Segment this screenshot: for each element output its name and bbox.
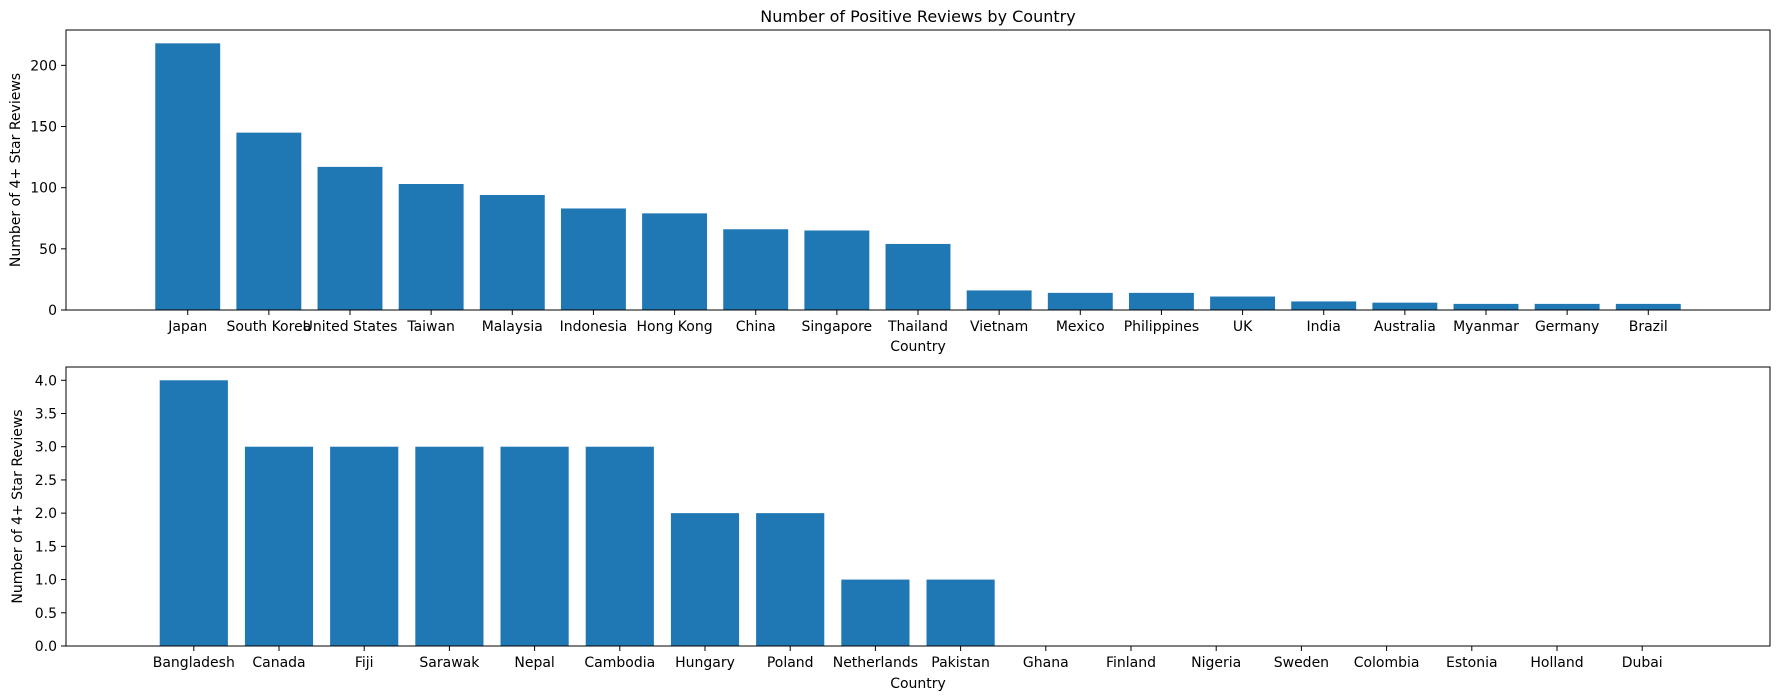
y-tick-label: 0 [48, 303, 57, 319]
x-tick-label: Fiji [355, 655, 374, 671]
x-tick-label: Ghana [1023, 655, 1069, 671]
bottom-chart: 0.0 0.5 1.0 1.5 2.0 2.5 3.0 3.5 4.0 Bangladesh Ca… [10, 366, 1771, 692]
top-chart-plot-frame [65, 29, 1771, 311]
bar-thailand [885, 243, 951, 310]
x-tick-label: Malaysia [482, 319, 543, 335]
x-tick-label: Canada [252, 655, 305, 671]
bar-philippines [1128, 292, 1194, 310]
top-chart-y-axis-label: Number of 4+ Star Reviews [8, 73, 24, 267]
bar-sarawak [415, 446, 484, 646]
bar-cambodia [585, 446, 654, 646]
x-tick-label: Myanmar [1453, 319, 1519, 335]
x-tick-label: Brazil [1629, 319, 1668, 335]
bottom-chart-x-axis-label: Country [890, 676, 946, 692]
x-tick-label: Bangladesh [153, 655, 235, 671]
bar-china [723, 229, 789, 310]
bar-bangladesh [159, 380, 228, 646]
y-tick-label: 3.5 [35, 407, 57, 423]
y-tick-label: 150 [30, 120, 57, 136]
y-tick-label: 0.0 [35, 639, 57, 655]
bottom-chart-y-axis-label: Number of 4+ Star Reviews [10, 409, 26, 603]
y-tick-label: 1.5 [35, 539, 57, 555]
bar-united-states [317, 166, 383, 310]
top-chart-x-axis-label: Country [890, 339, 946, 355]
bottom-chart-y-axis-ticks: 0.0 0.5 1.0 1.5 2.0 2.5 3.0 3.5 4.0 [35, 373, 66, 655]
bar-singapore [804, 230, 870, 310]
x-tick-label: Hungary [675, 655, 735, 671]
bar-uk [1210, 296, 1276, 310]
x-tick-label: Finland [1106, 655, 1156, 671]
x-tick-label: Sweden [1274, 655, 1329, 671]
x-tick-label: Holland [1530, 655, 1583, 671]
x-tick-label: Indonesia [560, 319, 628, 335]
bar-taiwan [398, 184, 464, 310]
x-tick-label: Taiwan [406, 319, 455, 335]
bar-hong-kong [642, 213, 708, 310]
y-tick-label: 1.0 [35, 573, 57, 589]
bar-hungary [670, 513, 740, 646]
x-tick-label: Poland [767, 655, 814, 671]
top-chart: Number of Positive Reviews by Country 0 5… [8, 7, 1771, 355]
y-tick-label: 0.5 [35, 606, 57, 622]
x-tick-label: UK [1233, 319, 1253, 335]
x-tick-label: Nigeria [1191, 655, 1241, 671]
y-tick-label: 3.0 [35, 440, 57, 456]
bar-mexico [1047, 292, 1113, 310]
top-chart-y-axis-ticks: 0 50 100 150 200 [30, 58, 66, 319]
x-tick-label: Dubai [1622, 655, 1663, 671]
y-tick-label: 2.5 [35, 473, 57, 489]
bottom-chart-x-axis-ticks: Bangladesh Canada Fiji Sarawak Nepal Cambodia… [153, 646, 1663, 671]
bar-germany [1534, 303, 1600, 310]
x-tick-label: Colombia [1354, 655, 1420, 671]
bar-brazil [1615, 303, 1681, 310]
x-tick-label: China [736, 319, 776, 335]
bar-south-korea [236, 132, 302, 310]
bar-japan [155, 43, 221, 310]
x-tick-label: Netherlands [833, 655, 918, 671]
x-tick-label: Japan [167, 319, 207, 335]
chart-title: Number of Positive Reviews by Country [760, 7, 1075, 26]
x-tick-label: Singapore [802, 319, 873, 335]
x-tick-label: Estonia [1446, 655, 1498, 671]
bar-vietnam [966, 290, 1032, 310]
y-tick-label: 2.0 [35, 506, 57, 522]
bar-pakistan [926, 579, 995, 646]
bar-indonesia [560, 208, 626, 310]
x-tick-label: Nepal [514, 655, 554, 671]
x-tick-label: South Korea [226, 319, 311, 335]
bar-netherlands [841, 579, 910, 646]
x-tick-label: Australia [1374, 319, 1436, 335]
x-tick-label: United States [303, 319, 398, 335]
x-tick-label: India [1307, 319, 1341, 335]
x-tick-label: Mexico [1056, 319, 1105, 335]
bar-myanmar [1453, 303, 1519, 310]
bar-fiji [330, 446, 399, 646]
bar-nepal [500, 446, 569, 646]
x-tick-label: Pakistan [931, 655, 990, 671]
y-tick-label: 4.0 [35, 373, 57, 389]
x-tick-label: Philippines [1124, 319, 1199, 335]
y-tick-label: 200 [30, 58, 57, 74]
x-tick-label: Sarawak [419, 655, 480, 671]
top-chart-bars [155, 43, 1681, 310]
y-tick-label: 50 [39, 242, 57, 258]
bar-canada [244, 446, 314, 646]
bar-malaysia [479, 195, 545, 310]
x-tick-label: Thailand [887, 319, 948, 335]
bar-india [1291, 301, 1357, 310]
x-tick-label: Vietnam [970, 319, 1028, 335]
x-tick-label: Cambodia [584, 655, 655, 671]
bottom-chart-plot-frame [65, 366, 1771, 647]
bar-poland [756, 513, 825, 646]
x-tick-label: Hong Kong [637, 319, 713, 335]
bottom-chart-bars [159, 380, 995, 646]
bar-australia [1372, 302, 1438, 310]
y-tick-label: 100 [30, 181, 57, 197]
x-tick-label: Germany [1535, 319, 1599, 335]
